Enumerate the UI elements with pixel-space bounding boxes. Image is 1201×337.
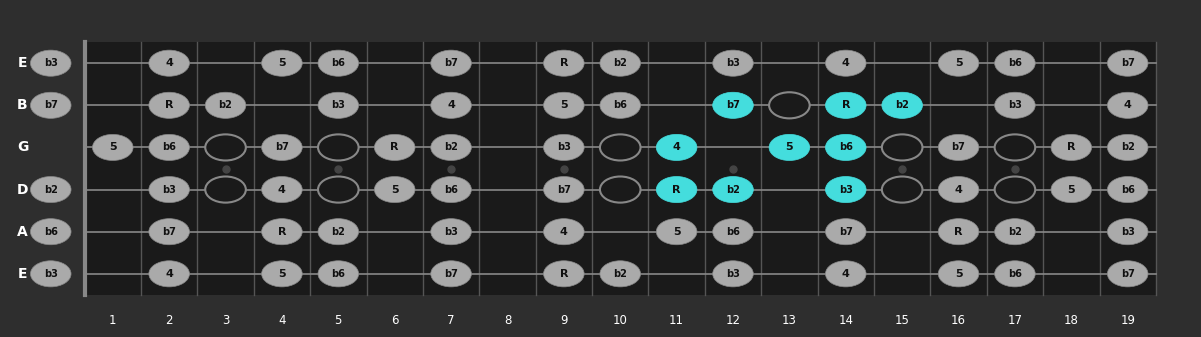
Text: b7: b7: [951, 143, 966, 152]
Ellipse shape: [1107, 92, 1148, 118]
Text: 4: 4: [673, 143, 681, 152]
Ellipse shape: [994, 50, 1035, 76]
Ellipse shape: [938, 261, 979, 287]
Ellipse shape: [656, 134, 697, 160]
Text: 5: 5: [1068, 185, 1075, 194]
Ellipse shape: [205, 177, 246, 203]
Ellipse shape: [938, 134, 979, 160]
Text: b6: b6: [614, 100, 627, 110]
Text: 1: 1: [109, 314, 116, 327]
Text: 9: 9: [560, 314, 568, 327]
Text: b3: b3: [1008, 100, 1022, 110]
Ellipse shape: [262, 134, 303, 160]
Ellipse shape: [262, 219, 303, 245]
Text: B: B: [17, 98, 28, 112]
Text: R: R: [673, 185, 681, 194]
Ellipse shape: [375, 134, 416, 160]
Ellipse shape: [30, 261, 71, 287]
Text: 14: 14: [838, 314, 853, 327]
Ellipse shape: [600, 261, 640, 287]
Ellipse shape: [318, 134, 359, 160]
Ellipse shape: [882, 134, 922, 160]
Text: b3: b3: [727, 58, 740, 68]
Ellipse shape: [938, 219, 979, 245]
Text: b7: b7: [557, 185, 570, 194]
Text: 5: 5: [335, 314, 342, 327]
Text: b6: b6: [1008, 58, 1022, 68]
Text: R: R: [560, 58, 568, 68]
Text: 18: 18: [1064, 314, 1078, 327]
Text: 5: 5: [785, 143, 793, 152]
Text: b7: b7: [162, 227, 177, 237]
Text: b7: b7: [43, 100, 58, 110]
Text: b6: b6: [444, 185, 458, 194]
Ellipse shape: [149, 261, 190, 287]
Text: b3: b3: [331, 100, 345, 110]
Text: R: R: [1066, 143, 1076, 152]
Ellipse shape: [1107, 177, 1148, 203]
Ellipse shape: [994, 219, 1035, 245]
Ellipse shape: [1051, 177, 1092, 203]
Ellipse shape: [318, 50, 359, 76]
Text: b3: b3: [557, 143, 570, 152]
Text: 5: 5: [279, 269, 286, 279]
Text: b6: b6: [43, 227, 58, 237]
Text: 5: 5: [390, 185, 399, 194]
Ellipse shape: [318, 92, 359, 118]
Text: b2: b2: [219, 100, 233, 110]
FancyBboxPatch shape: [84, 42, 1155, 295]
Text: R: R: [390, 143, 399, 152]
Ellipse shape: [712, 177, 753, 203]
Ellipse shape: [825, 261, 866, 287]
Ellipse shape: [994, 261, 1035, 287]
Ellipse shape: [656, 219, 697, 245]
Text: b7: b7: [1121, 269, 1135, 279]
Ellipse shape: [825, 219, 866, 245]
Text: b6: b6: [727, 227, 740, 237]
Text: 4: 4: [955, 185, 962, 194]
Ellipse shape: [994, 134, 1035, 160]
Text: 16: 16: [951, 314, 966, 327]
Text: A: A: [17, 225, 28, 239]
Text: 4: 4: [166, 269, 173, 279]
Text: 6: 6: [392, 314, 399, 327]
Ellipse shape: [544, 92, 584, 118]
Text: 4: 4: [1124, 100, 1131, 110]
Ellipse shape: [149, 92, 190, 118]
Ellipse shape: [938, 50, 979, 76]
Ellipse shape: [544, 177, 584, 203]
Text: b3: b3: [162, 185, 177, 194]
Text: 7: 7: [447, 314, 455, 327]
Ellipse shape: [825, 50, 866, 76]
Text: 5: 5: [279, 58, 286, 68]
Ellipse shape: [994, 177, 1035, 203]
Text: 4: 4: [842, 58, 850, 68]
Ellipse shape: [149, 50, 190, 76]
Text: b7: b7: [1121, 58, 1135, 68]
Text: b6: b6: [331, 269, 345, 279]
Ellipse shape: [149, 134, 190, 160]
Text: b7: b7: [275, 143, 289, 152]
Text: 5: 5: [955, 58, 962, 68]
Text: 13: 13: [782, 314, 796, 327]
Text: R: R: [560, 269, 568, 279]
Ellipse shape: [825, 92, 866, 118]
Text: 12: 12: [725, 314, 741, 327]
Ellipse shape: [92, 134, 133, 160]
Text: 4: 4: [277, 185, 286, 194]
Ellipse shape: [262, 261, 303, 287]
Ellipse shape: [262, 177, 303, 203]
Ellipse shape: [431, 177, 471, 203]
Ellipse shape: [544, 134, 584, 160]
Text: 4: 4: [560, 227, 568, 237]
Text: b2: b2: [444, 143, 458, 152]
Ellipse shape: [149, 219, 190, 245]
Ellipse shape: [600, 50, 640, 76]
Ellipse shape: [431, 92, 471, 118]
Ellipse shape: [318, 219, 359, 245]
Ellipse shape: [1107, 50, 1148, 76]
Text: b2: b2: [1008, 227, 1022, 237]
Text: b6: b6: [1008, 269, 1022, 279]
Ellipse shape: [375, 177, 416, 203]
